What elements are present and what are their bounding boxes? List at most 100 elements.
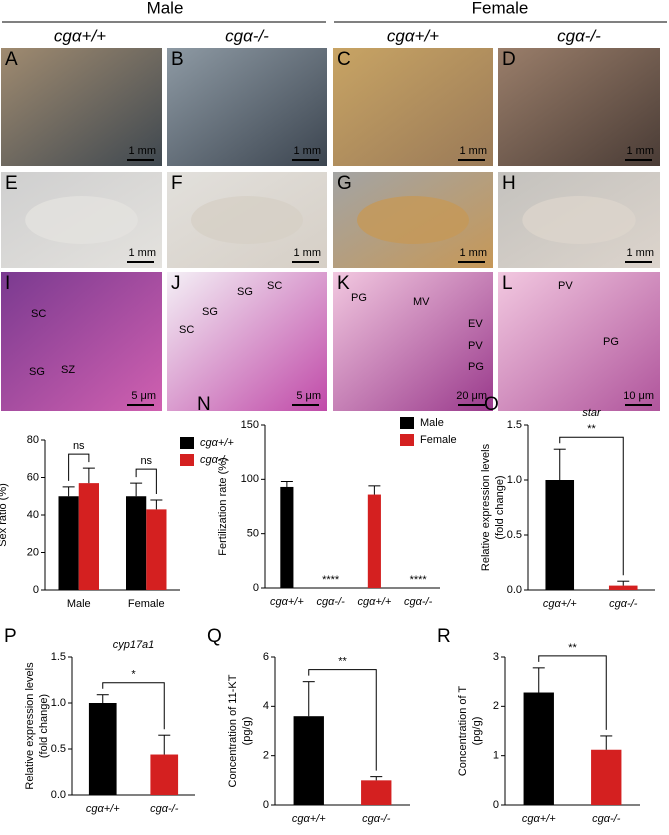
scale-label: 5 μm <box>131 390 156 402</box>
bar <box>280 486 294 588</box>
significance: ** <box>568 642 577 654</box>
panel-letter: P <box>4 626 17 647</box>
bar <box>88 703 117 795</box>
scale-label: 20 μm <box>456 390 487 402</box>
panel-letter: A <box>5 49 18 70</box>
significance: ns <box>73 440 85 452</box>
legend-swatch <box>180 454 194 466</box>
y-tick-label: 150 <box>241 419 259 431</box>
significance-bracket <box>308 669 377 771</box>
photo <box>498 272 660 411</box>
tissue-label: PV <box>468 340 483 352</box>
scale-label: 1 mm <box>129 145 157 157</box>
photo <box>333 48 493 166</box>
specimen <box>25 196 138 244</box>
significance-bracket <box>538 655 607 730</box>
panel-letter: J <box>171 273 181 294</box>
y-tick-label: 1.0 <box>51 697 66 709</box>
y-tick-label: 0.5 <box>51 743 66 755</box>
bar <box>58 496 79 590</box>
significance-bracket <box>68 453 90 481</box>
scale-label: 1 mm <box>627 247 655 259</box>
panel-letter: G <box>337 173 352 194</box>
bar <box>361 780 392 805</box>
panel-letter: B <box>171 49 184 70</box>
scale-label: 5 μm <box>296 390 321 402</box>
y-axis-label: (fold change) <box>494 475 506 539</box>
significance-bracket <box>102 682 165 730</box>
tissue-label: EV <box>468 318 483 330</box>
y-tick-label: 1.5 <box>51 651 66 663</box>
x-tick-label: Female <box>128 598 165 610</box>
x-tick-label: cgα-/- <box>150 803 179 815</box>
y-tick-label: 6 <box>263 651 269 663</box>
x-tick-label: cgα+/+ <box>86 803 120 815</box>
photo <box>1 48 162 166</box>
legend-swatch <box>180 437 194 449</box>
tissue-label: SC <box>31 308 46 320</box>
significance: **** <box>322 574 340 586</box>
y-axis-label: (pg/g) <box>471 717 483 746</box>
bar <box>150 754 179 795</box>
x-tick-label: Male <box>67 598 91 610</box>
y-tick-label: 3 <box>493 651 499 663</box>
panel-letter: K <box>337 273 350 294</box>
significance: * <box>131 669 136 681</box>
bar <box>591 749 622 805</box>
tissue-label: SG <box>237 286 253 298</box>
panel-letter: H <box>502 173 516 194</box>
y-tick-label: 60 <box>27 471 39 483</box>
panel-letter: L <box>502 273 513 294</box>
genotype-header: cgα+/+ <box>54 26 106 45</box>
y-axis-label: Concentration of 11-KT <box>227 674 239 787</box>
x-tick-label: cgα+/+ <box>292 813 326 825</box>
panel-letter: F <box>171 173 183 194</box>
y-tick-label: 0.0 <box>51 789 66 801</box>
y-axis-label: Fertilization rate (%) <box>217 457 229 555</box>
tissue-label: PG <box>351 292 367 304</box>
bar <box>78 483 99 590</box>
scale-label: 1 mm <box>460 247 488 259</box>
scale-label: 1 mm <box>627 145 655 157</box>
tissue-label: PG <box>468 361 484 373</box>
y-tick-label: 0.0 <box>507 584 522 596</box>
y-tick-label: 0 <box>493 799 499 811</box>
bar <box>523 692 554 805</box>
x-tick-label: cgα-/- <box>404 596 433 608</box>
panel-letter: Q <box>207 626 222 647</box>
legend-swatch <box>400 417 414 429</box>
sex-header: Male <box>147 0 184 17</box>
x-tick-label: cgα-/- <box>592 813 621 825</box>
tissue-label: PG <box>603 336 619 348</box>
photo <box>167 272 327 411</box>
significance: ** <box>338 656 347 668</box>
photo <box>498 48 660 166</box>
x-tick-label: cgα+/+ <box>357 596 391 608</box>
significance: ** <box>587 423 596 435</box>
y-tick-label: 80 <box>27 434 39 446</box>
y-tick-label: 1 <box>493 750 499 762</box>
legend-label: Female <box>420 434 457 446</box>
photo <box>333 272 493 411</box>
y-tick-label: 2 <box>263 750 269 762</box>
tissue-label: SG <box>29 366 45 378</box>
x-tick-label: cgα+/+ <box>543 598 577 610</box>
chart-title: cyp17a1 <box>113 639 155 651</box>
genotype-header: cgα+/+ <box>387 26 439 45</box>
y-axis-label: Relative expression levels <box>480 443 492 571</box>
sex-header: Female <box>472 0 529 17</box>
scale-label: 1 mm <box>129 247 157 259</box>
specimen <box>191 196 303 244</box>
bar <box>608 585 638 590</box>
tissue-label: SC <box>267 280 282 292</box>
significance: ns <box>140 455 152 467</box>
y-tick-label: 1.5 <box>507 419 522 431</box>
legend-label: cgα-/- <box>200 454 229 466</box>
y-tick-label: 0 <box>253 582 259 594</box>
significance-bracket <box>135 468 157 494</box>
scale-label: 1 mm <box>294 145 322 157</box>
y-tick-label: 100 <box>241 473 259 485</box>
scale-label: 10 μm <box>623 390 654 402</box>
